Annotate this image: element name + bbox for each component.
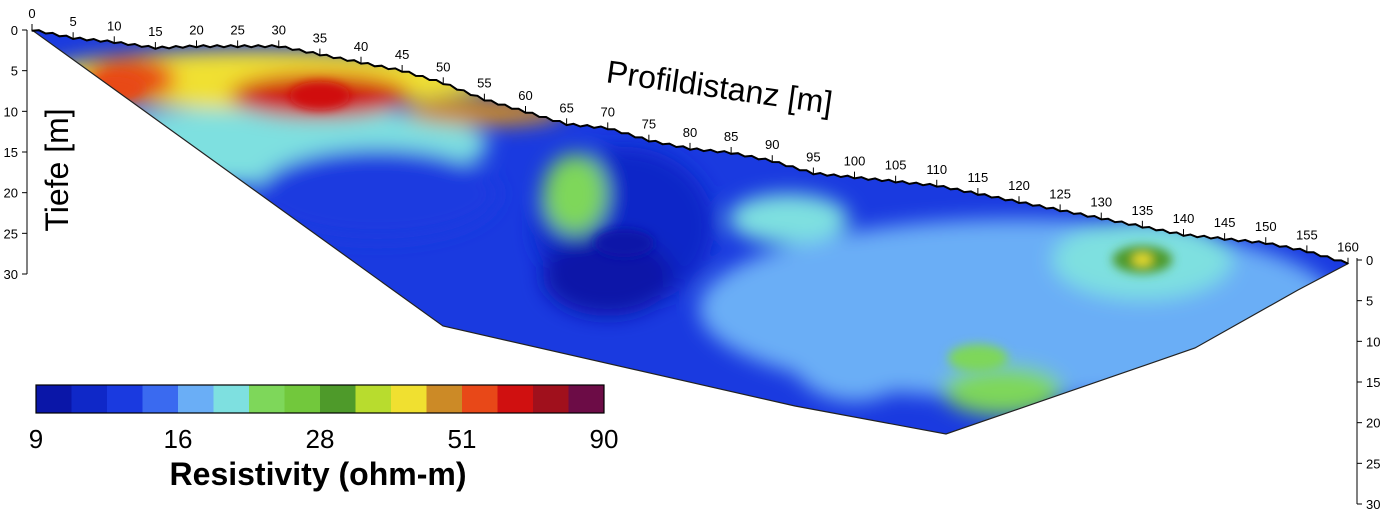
x-tick-label-115: 115: [968, 170, 989, 185]
colorbar-cell-4: [178, 385, 214, 413]
anomaly-4: [947, 344, 1008, 372]
right-depth-axis: 0 5 10 15 20 25 30: [1356, 253, 1380, 512]
colorbar-cell-10: [391, 385, 427, 413]
x-tick-label-80: 80: [683, 125, 697, 140]
anomaly-1: [84, 73, 145, 102]
x-tick-label-70: 70: [601, 104, 615, 119]
left-tick-label-15: 15: [4, 145, 18, 160]
zone-dark-blue-core: [542, 236, 673, 316]
x-tick-label-145: 145: [1214, 215, 1236, 230]
left-tick-label-20: 20: [4, 186, 18, 201]
colorbar: 9 16 28 51 90 Resistivity (ohm-m): [29, 384, 619, 492]
left-tick-label-0: 0: [11, 23, 18, 38]
colorbar-tick-28: 28: [306, 424, 335, 454]
colorbar-tick-labels: 9 16 28 51 90: [29, 424, 619, 454]
left-tick-label-5: 5: [11, 64, 18, 79]
x-tick-label-15: 15: [148, 24, 162, 39]
right-tick-label-0: 0: [1366, 253, 1373, 268]
colorbar-cell-2: [107, 385, 143, 413]
colorbar-cell-5: [213, 385, 250, 413]
x-tick-label-65: 65: [559, 100, 573, 115]
x-tick-label-55: 55: [477, 76, 491, 91]
x-tick-label-120: 120: [1008, 178, 1030, 193]
left-tick-label-25: 25: [4, 226, 18, 241]
zone-green-east-lobe: [728, 193, 849, 244]
colorbar-tick-16: 16: [164, 424, 193, 454]
x-tick-label-140: 140: [1173, 211, 1195, 226]
right-tick-label-30: 30: [1366, 497, 1380, 512]
x-tick-label-20: 20: [189, 22, 203, 37]
x-tick-label-130: 130: [1090, 195, 1112, 210]
colorbar-cell-13: [497, 385, 534, 413]
x-tick-label-135: 135: [1132, 203, 1154, 218]
left-tick-label-30: 30: [4, 267, 18, 282]
colorbar-cell-6: [249, 385, 285, 413]
left-tick-label-10: 10: [4, 104, 18, 119]
colorbar-frame: [35, 384, 605, 414]
zone-light-blue-mid: [784, 281, 925, 402]
x-tick-label-110: 110: [926, 162, 947, 177]
anomaly-0: [289, 81, 350, 110]
x-tick-label-30: 30: [272, 22, 286, 37]
y-axis-label: Tiefe [m]: [39, 108, 75, 231]
left-depth-axis: 0 5 10 15 20 25 30: [4, 23, 28, 282]
zone-green-lobe: [542, 154, 607, 234]
colorbar-label: Resistivity (ohm-m): [170, 456, 467, 492]
x-tick-label-150: 150: [1255, 219, 1277, 234]
x-tick-label-40: 40: [354, 39, 368, 54]
right-tick-label-25: 25: [1366, 456, 1380, 471]
x-axis-label: Profildistanz [m]: [604, 53, 834, 120]
x-tick-label-85: 85: [724, 129, 738, 144]
x-tick-label-95: 95: [806, 150, 820, 165]
colorbar-cell-3: [142, 385, 179, 413]
anomaly-core-yellow: [1132, 253, 1153, 266]
x-axis-ticks: 0 5 10 15 20 25 30 35 40 45 50 55 60 65 70 75 80 85 90 95 10…: [28, 6, 1359, 264]
x-tick-label-125: 125: [1049, 186, 1071, 201]
colorbar-cells: [36, 385, 605, 413]
x-tick-label-50: 50: [436, 59, 450, 74]
right-tick-label-5: 5: [1366, 294, 1373, 309]
zone-orange-band: [404, 98, 565, 126]
x-tick-label-5: 5: [70, 14, 77, 29]
colorbar-cell-8: [320, 385, 356, 413]
colorbar-cell-7: [284, 385, 321, 413]
colorbar-cell-9: [355, 385, 392, 413]
right-tick-label-15: 15: [1366, 375, 1380, 390]
x-tick-label-105: 105: [885, 158, 907, 173]
right-axis-ticks: 0 5 10 15 20 25 30: [1357, 253, 1380, 512]
x-tick-label-45: 45: [395, 47, 409, 62]
x-tick-label-10: 10: [107, 18, 121, 33]
colorbar-cell-1: [71, 385, 108, 413]
right-tick-label-10: 10: [1366, 334, 1380, 349]
x-tick-label-90: 90: [765, 137, 779, 152]
colorbar-cell-11: [426, 385, 463, 413]
x-tick-label-155: 155: [1296, 227, 1318, 242]
surface-topography-line: [31, 29, 1349, 265]
left-axis-ticks: 0 5 10 15 20 25 30: [4, 23, 27, 282]
x-tick-label-0: 0: [28, 6, 35, 21]
resistivity-anomalies: [84, 73, 1173, 372]
x-tick-label-100: 100: [844, 154, 866, 169]
colorbar-cell-15: [568, 385, 605, 413]
x-tick-label-35: 35: [313, 31, 327, 46]
x-tick-label-60: 60: [518, 88, 532, 103]
colorbar-tick-51: 51: [448, 424, 477, 454]
colorbar-tick-9: 9: [29, 424, 43, 454]
x-tick-label-160: 160: [1337, 240, 1359, 255]
colorbar-cell-12: [462, 385, 498, 413]
zone-blue-west: [257, 149, 498, 239]
colorbar-cell-14: [533, 385, 569, 413]
right-tick-label-20: 20: [1366, 416, 1380, 431]
anomaly-2: [594, 229, 655, 258]
colorbar-cell-0: [36, 385, 72, 413]
x-tick-label-25: 25: [230, 22, 244, 37]
colorbar-tick-90: 90: [590, 424, 619, 454]
x-tick-label-75: 75: [642, 117, 656, 132]
zone-green-bottom: [942, 365, 1063, 416]
